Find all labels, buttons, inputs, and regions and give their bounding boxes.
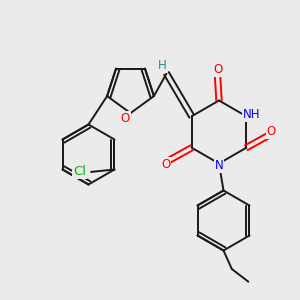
Text: Cl: Cl xyxy=(73,165,86,178)
Text: NH: NH xyxy=(243,108,260,121)
Text: N: N xyxy=(214,159,224,172)
Text: O: O xyxy=(267,125,276,138)
Text: O: O xyxy=(121,112,130,125)
Text: O: O xyxy=(213,63,222,76)
Text: H: H xyxy=(158,58,166,72)
Text: O: O xyxy=(161,158,170,171)
